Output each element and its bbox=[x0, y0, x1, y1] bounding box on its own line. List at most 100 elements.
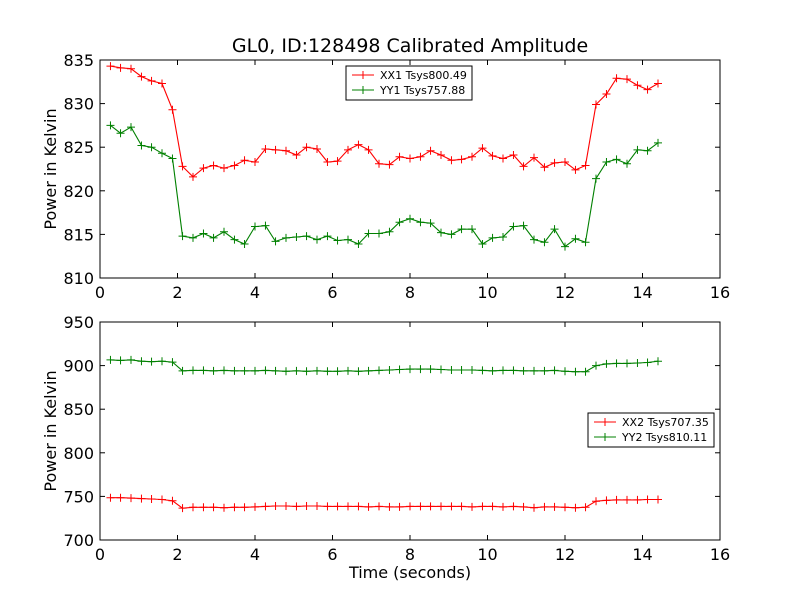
data-point-marker bbox=[571, 367, 580, 376]
data-point-marker bbox=[220, 503, 228, 512]
x-tick-label: 14 bbox=[632, 283, 652, 302]
x-tick-label: 6 bbox=[327, 283, 337, 302]
data-point-marker bbox=[137, 72, 146, 81]
data-point-marker bbox=[416, 218, 425, 227]
y-tick-label: 820 bbox=[63, 182, 94, 201]
data-point-marker bbox=[540, 238, 549, 247]
data-point-marker bbox=[488, 502, 497, 511]
data-point-marker bbox=[240, 366, 249, 375]
x-tick-label: 16 bbox=[710, 283, 730, 302]
legend-item: XX1 Tsys800.49 bbox=[352, 69, 467, 82]
data-point-marker bbox=[375, 159, 383, 168]
data-point-marker bbox=[271, 366, 280, 375]
data-point-marker bbox=[540, 502, 549, 511]
x-tick-label: 2 bbox=[172, 545, 182, 564]
data-point-marker bbox=[478, 239, 487, 248]
data-point-marker bbox=[623, 159, 631, 168]
data-point-marker bbox=[550, 502, 559, 511]
data-point-marker bbox=[209, 233, 218, 242]
y-tick-label: 850 bbox=[63, 400, 94, 419]
data-point-marker bbox=[395, 502, 404, 511]
data-point-marker bbox=[178, 162, 187, 171]
data-point-marker bbox=[209, 366, 218, 375]
data-point-marker bbox=[623, 75, 631, 84]
data-point-marker bbox=[178, 232, 187, 241]
data-point-marker bbox=[509, 502, 518, 511]
data-point-marker bbox=[220, 366, 228, 375]
data-point-marker bbox=[602, 496, 611, 505]
legend: XX1 Tsys800.49 YY1 Tsys757.88 bbox=[345, 65, 473, 101]
data-point-marker bbox=[127, 355, 135, 364]
data-point-marker bbox=[509, 222, 518, 231]
data-point-marker bbox=[612, 359, 621, 368]
series-1-line bbox=[106, 62, 662, 181]
data-point-marker bbox=[147, 495, 156, 504]
data-point-marker bbox=[344, 366, 352, 375]
data-point-marker bbox=[271, 501, 280, 510]
data-point-marker bbox=[230, 503, 239, 512]
data-point-marker bbox=[333, 502, 342, 511]
data-point-marker bbox=[633, 81, 642, 90]
data-point-marker bbox=[581, 503, 590, 512]
data-point-marker bbox=[437, 365, 445, 374]
data-point-marker bbox=[457, 502, 466, 511]
data-point-marker bbox=[220, 227, 228, 236]
x-tick-label: 16 bbox=[710, 545, 730, 564]
series-1-line bbox=[106, 493, 662, 513]
data-point-marker bbox=[654, 357, 662, 366]
data-point-marker bbox=[612, 495, 621, 504]
data-point-marker bbox=[282, 146, 290, 155]
data-point-marker bbox=[643, 146, 652, 155]
data-point-marker bbox=[592, 100, 600, 109]
data-point-marker bbox=[447, 156, 456, 165]
data-point-marker bbox=[240, 156, 249, 165]
data-point-marker bbox=[478, 144, 487, 153]
data-point-marker bbox=[385, 502, 394, 511]
data-point-marker bbox=[385, 160, 394, 169]
data-point-marker bbox=[395, 152, 404, 161]
y-tick-label: 950 bbox=[63, 313, 94, 332]
data-point-marker bbox=[406, 214, 414, 223]
data-point-marker bbox=[137, 494, 146, 503]
legend-label: XX1 Tsys800.49 bbox=[380, 69, 467, 82]
data-point-marker bbox=[602, 90, 611, 99]
data-point-marker bbox=[240, 503, 249, 512]
data-point-marker bbox=[209, 503, 218, 512]
data-point-marker bbox=[375, 502, 383, 511]
data-point-marker bbox=[457, 155, 466, 164]
data-point-marker bbox=[199, 229, 208, 238]
data-point-marker bbox=[189, 233, 197, 242]
data-point-marker bbox=[488, 366, 497, 375]
data-point-marker bbox=[271, 237, 280, 246]
data-point-marker bbox=[168, 105, 177, 114]
data-point-marker bbox=[168, 358, 177, 367]
data-point-marker bbox=[302, 232, 311, 241]
data-point-marker bbox=[251, 158, 259, 167]
data-point-marker bbox=[530, 153, 538, 162]
data-point-marker bbox=[168, 154, 177, 163]
data-point-marker bbox=[612, 74, 621, 83]
data-point-marker bbox=[261, 502, 270, 511]
x-tick-label: 14 bbox=[632, 545, 652, 564]
x-tick-label: 10 bbox=[477, 283, 497, 302]
legend-item: YY1 Tsys757.88 bbox=[352, 84, 465, 97]
y-tick-label: 835 bbox=[63, 51, 94, 70]
data-point-marker bbox=[323, 367, 332, 376]
data-point-marker bbox=[178, 366, 187, 375]
y-axis-label: Power in Kelvin bbox=[41, 370, 60, 491]
data-point-marker bbox=[354, 140, 363, 149]
data-point-marker bbox=[158, 357, 166, 366]
data-point-marker bbox=[199, 503, 208, 512]
data-point-marker bbox=[344, 502, 352, 511]
data-point-marker bbox=[137, 357, 146, 366]
data-point-marker bbox=[230, 366, 239, 375]
data-point-marker bbox=[519, 502, 528, 511]
data-point-marker bbox=[499, 366, 507, 375]
data-point-marker bbox=[282, 233, 290, 242]
data-point-marker bbox=[416, 365, 425, 374]
data-point-marker bbox=[106, 355, 115, 364]
data-point-marker bbox=[654, 138, 662, 147]
data-point-marker bbox=[654, 79, 662, 88]
data-point-marker bbox=[189, 172, 197, 181]
